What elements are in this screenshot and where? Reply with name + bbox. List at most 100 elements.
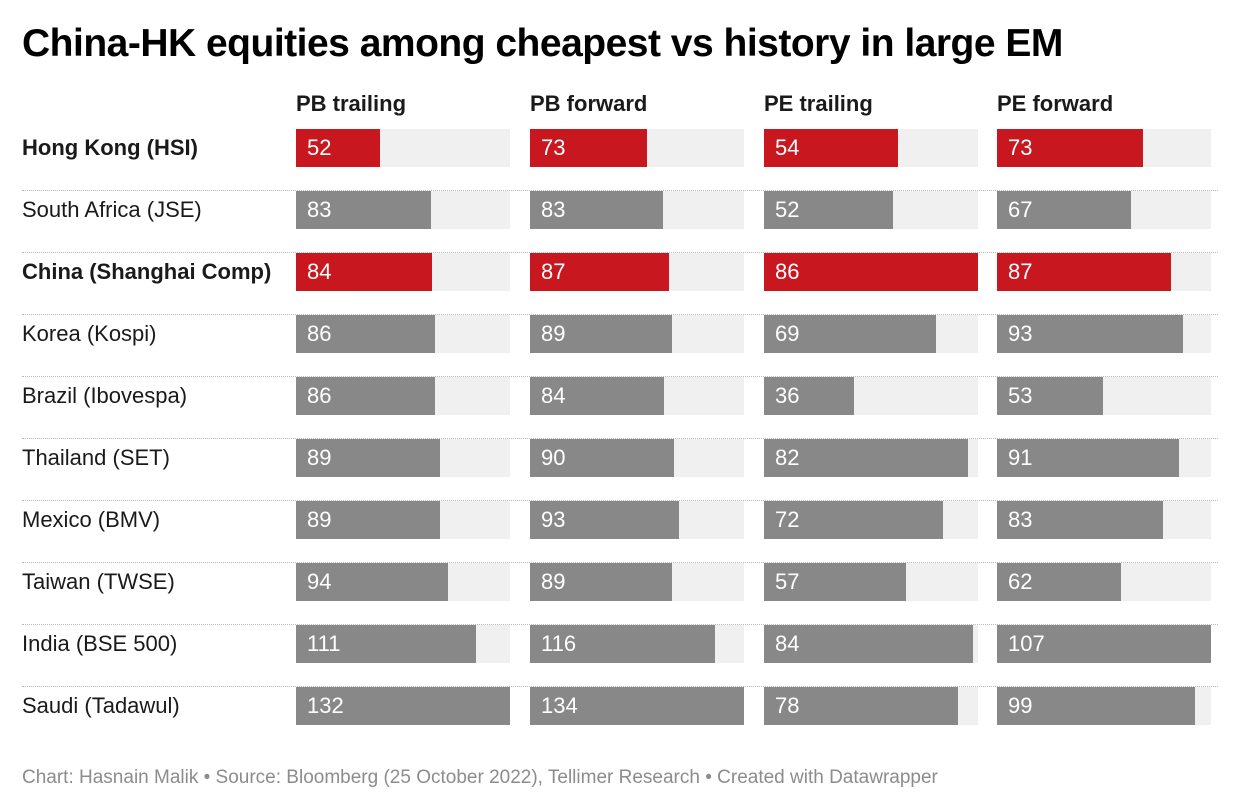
table-row: Brazil (Ibovespa) 86 84 36 53 [22,377,1218,439]
bar: 36 [764,377,854,415]
table-row: Korea (Kospi) 86 89 69 93 [22,315,1218,377]
bar-track: 73 [530,129,744,167]
bar-track: 84 [530,377,744,415]
bar: 111 [296,625,476,663]
bar-track: 78 [764,687,978,725]
row-divider [22,438,1218,439]
bar: 84 [296,253,432,291]
bar-value-label: 111 [307,631,341,656]
bar-track: 84 [764,625,978,663]
bar: 69 [764,315,936,353]
table-row: Saudi (Tadawul) 132 134 78 99 [22,687,1218,749]
bar-value-label: 91 [1008,445,1033,470]
bar: 89 [296,439,440,477]
bar-value-label: 84 [307,259,332,284]
bar: 84 [764,625,973,663]
bar-value-label: 89 [541,569,566,594]
bar-value-label: 84 [775,631,800,656]
bar-track: 62 [997,563,1211,601]
column-header: PB trailing [296,91,407,116]
bar-value-label: 73 [1008,135,1033,160]
row-label: Brazil (Ibovespa) [22,383,188,408]
row-label: Saudi (Tadawul) [22,693,180,718]
bar-track: 83 [997,501,1211,539]
bar: 132 [296,687,510,725]
bar-track: 87 [530,253,744,291]
bar: 86 [764,253,978,291]
bar-track: 99 [997,687,1211,725]
bar: 90 [530,439,674,477]
bar-value-label: 87 [541,259,566,284]
bar-value-label: 83 [307,197,332,222]
row-label: Mexico (BMV) [22,507,161,532]
bar-track: 132 [296,687,510,725]
bar: 67 [997,191,1131,229]
table-row: Thailand (SET) 89 90 82 91 [22,439,1218,501]
bar: 91 [997,439,1179,477]
bar-value-label: 78 [775,693,800,718]
bar: 89 [530,315,672,353]
bar: 89 [530,563,672,601]
bar: 57 [764,563,906,601]
table-row: India (BSE 500) 111 116 84 107 [22,625,1218,687]
bar-value-label: 69 [775,321,800,346]
bar-value-label: 84 [541,383,566,408]
bar: 84 [530,377,664,415]
column-header: PB forward [530,91,648,116]
bar-track: 82 [764,439,978,477]
bar-value-label: 86 [775,259,800,284]
bar: 83 [997,501,1163,539]
bar: 52 [764,191,893,229]
chart-title: China-HK equities among cheapest vs hist… [22,22,1063,65]
bar-track: 69 [764,315,978,353]
bar: 82 [764,439,968,477]
bar-value-label: 89 [307,445,332,470]
bar-track: 73 [997,129,1211,167]
bar-track: 57 [764,563,978,601]
bar-value-label: 86 [307,383,332,408]
bar-value-label: 36 [775,383,800,408]
bar-value-label: 89 [541,321,566,346]
bar-track: 107 [997,625,1211,663]
bar: 54 [764,129,898,167]
table-row: Taiwan (TWSE) 94 89 57 62 [22,563,1218,625]
bar: 134 [530,687,744,725]
bar-track: 52 [764,191,978,229]
table-row: Mexico (BMV) 89 93 72 83 [22,501,1218,563]
row-label: India (BSE 500) [22,631,178,656]
bar-track: 86 [296,377,510,415]
bar: 86 [296,315,435,353]
bar: 94 [296,563,448,601]
bar-value-label: 52 [775,197,800,222]
bar: 93 [997,315,1183,353]
bar-value-label: 82 [775,445,800,470]
row-divider [22,252,1218,253]
bar-track: 89 [530,315,744,353]
bar: 83 [530,191,663,229]
column-header: PE forward [997,91,1114,116]
row-divider [22,624,1218,625]
bar-track: 90 [530,439,744,477]
bar-track: 87 [997,253,1211,291]
bar-value-label: 62 [1008,569,1033,594]
bar-value-label: 86 [307,321,332,346]
row-divider [22,314,1218,315]
bar-value-label: 132 [307,693,344,718]
bar-track: 93 [530,501,744,539]
bar-value-label: 93 [541,507,566,532]
bar-value-label: 94 [307,569,332,594]
column-header: PE trailing [764,91,873,116]
bar-track: 67 [997,191,1211,229]
table-row: Hong Kong (HSI) 52 73 54 73 [22,129,1218,191]
bar-track: 53 [997,377,1211,415]
row-divider [22,500,1218,501]
bar-value-label: 93 [1008,321,1033,346]
bar-value-label: 83 [541,197,566,222]
row-divider [22,562,1218,563]
row-label: South Africa (JSE) [22,197,202,222]
bar-track: 134 [530,687,744,725]
bar: 99 [997,687,1195,725]
bar-track: 83 [296,191,510,229]
bar-track: 94 [296,563,510,601]
bar-value-label: 57 [775,569,800,594]
